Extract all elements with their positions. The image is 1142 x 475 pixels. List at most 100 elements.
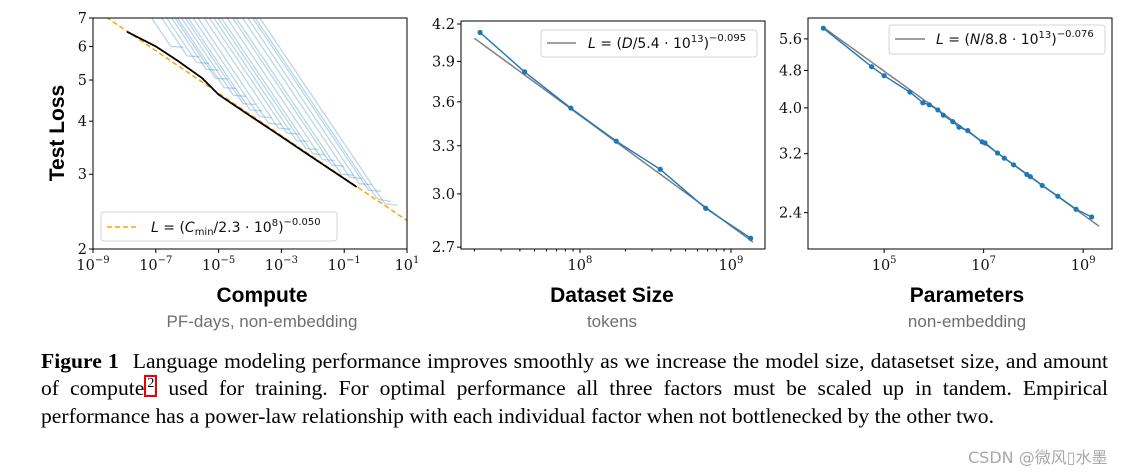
dataset-axis-title: Dataset Size xyxy=(550,284,674,307)
data-point xyxy=(477,29,483,36)
data-point xyxy=(940,112,946,118)
data-point xyxy=(1039,182,1045,189)
footnote-mark-highlighted[interactable]: 2 xyxy=(144,375,158,398)
learning-curve xyxy=(166,18,210,65)
data-point xyxy=(820,25,826,31)
data-point xyxy=(982,140,988,146)
series-line xyxy=(479,31,752,239)
data-point xyxy=(1073,206,1079,212)
legend-label: L = (D/5.4 · 1013)−0.095 xyxy=(588,33,746,52)
parameters-axis-subtitle: non-embedding xyxy=(908,312,1026,331)
y-tick-label: 6 xyxy=(78,39,87,55)
learning-curve xyxy=(254,18,391,203)
legend-box xyxy=(540,29,758,58)
data-point xyxy=(926,102,932,108)
compute-axis-title: Compute xyxy=(217,284,308,307)
data-point xyxy=(1055,193,1061,199)
learning-curve xyxy=(246,18,372,186)
y-tick-label: 4.2 xyxy=(432,17,455,33)
x-tick-label: 10−5 xyxy=(202,255,235,274)
x-tick-label: 109 xyxy=(1071,255,1096,274)
data-point xyxy=(703,205,709,211)
watermark: CSDN @微风▯水墨 xyxy=(968,448,1108,467)
legend-box xyxy=(888,24,1106,55)
caption-text-2: used for training. For optimal performan… xyxy=(41,376,1108,428)
x-tick-label: 107 xyxy=(971,255,996,274)
dataset-chart-ticks: 108 109 4.2 3.9 3.6 3.3 3.0 2.7 xyxy=(432,17,743,274)
data-point xyxy=(920,100,926,106)
y-tick-label: 3.0 xyxy=(432,187,455,203)
y-tick-label: 3.6 xyxy=(432,95,455,111)
learning-curve xyxy=(174,18,229,80)
y-axis-title: Test Loss xyxy=(46,85,69,181)
legend-label: L = (Cmin/2.3 · 108)−0.050 xyxy=(151,217,321,238)
x-tick-label: 10−3 xyxy=(265,255,298,274)
compute-chart-ticks: 10−9 10−7 10−5 10−3 10−1 101 2 3 4 5 6 7 xyxy=(76,11,419,274)
compute-chart-frame xyxy=(92,17,408,250)
data-point xyxy=(1001,155,1007,161)
data-point xyxy=(613,138,619,144)
data-point xyxy=(881,73,887,79)
learning-curve xyxy=(197,18,282,126)
y-tick-label: 5 xyxy=(78,73,87,89)
learning-curve xyxy=(187,18,263,112)
y-tick-label: 4 xyxy=(78,114,87,130)
series-line xyxy=(822,27,1092,218)
x-tick-label: 108 xyxy=(568,255,593,274)
dataset-chart-frame xyxy=(460,20,766,250)
learning-curve xyxy=(180,18,247,97)
caption-text-1: Language modeling performance improves s… xyxy=(41,349,1108,401)
x-tick-label: 105 xyxy=(872,255,897,274)
y-tick-label: 3.3 xyxy=(432,139,455,155)
learning-curve xyxy=(231,18,345,167)
x-tick-label: 10−1 xyxy=(328,255,361,274)
parameters-chart-frame xyxy=(807,17,1113,250)
compute-efficient-frontier xyxy=(126,30,358,188)
y-tick-label: 3.2 xyxy=(779,147,802,163)
y-tick-label: 3.9 xyxy=(432,54,455,70)
dataset-legend: L = (D/5.4 · 1013)−0.095 xyxy=(540,29,758,58)
data-point xyxy=(522,69,528,75)
dataset-chart-marks xyxy=(473,29,754,243)
compute-legend: L = (Cmin/2.3 · 108)−0.050 xyxy=(100,211,338,242)
learning-curve xyxy=(192,18,272,119)
data-point xyxy=(935,107,941,113)
y-tick-label: 5.6 xyxy=(779,32,802,48)
x-tick-label: 101 xyxy=(395,255,420,274)
parameters-legend: L = (N/8.8 · 1013)−0.076 xyxy=(888,24,1106,55)
parameters-chart: 105 107 109 5.6 4.8 4.0 3.2 2.4 Parameters non-… xyxy=(779,17,1113,331)
dataset-axis-subtitle: tokens xyxy=(587,312,637,331)
learning-curve xyxy=(176,18,237,90)
learning-curve xyxy=(160,18,200,58)
x-tick-label: 109 xyxy=(719,255,744,274)
learning-curve xyxy=(208,18,300,135)
x-tick-label: 10−9 xyxy=(76,255,109,274)
x-tick-label: 10−7 xyxy=(139,255,172,274)
y-tick-label: 2 xyxy=(78,242,87,258)
data-point xyxy=(657,166,663,172)
parameters-chart-ticks: 105 107 109 5.6 4.8 4.0 3.2 2.4 xyxy=(779,32,1096,274)
y-tick-label: 2.4 xyxy=(779,206,802,222)
parameters-axis-title: Parameters xyxy=(910,284,1024,307)
parameters-chart-marks xyxy=(820,25,1100,227)
compute-axis-subtitle: PF-days, non-embedding xyxy=(167,312,358,331)
learning-curve xyxy=(203,18,291,130)
dataset-size-chart: 108 109 4.2 3.9 3.6 3.3 3.0 2.7 Dataset Size to… xyxy=(432,17,766,331)
data-point xyxy=(748,235,754,241)
y-tick-label: 4.0 xyxy=(779,101,802,117)
learning-curve xyxy=(241,18,363,179)
data-point xyxy=(965,128,971,134)
legend-box xyxy=(100,211,338,242)
learning-curve xyxy=(217,18,319,151)
y-tick-label: 4.8 xyxy=(779,63,802,79)
learning-curve xyxy=(213,18,309,143)
data-point xyxy=(1010,162,1017,168)
learning-curve xyxy=(184,18,256,106)
learning-curve xyxy=(226,18,335,162)
learning-curve xyxy=(220,18,326,156)
data-point xyxy=(950,119,956,125)
data-point xyxy=(1027,174,1033,180)
